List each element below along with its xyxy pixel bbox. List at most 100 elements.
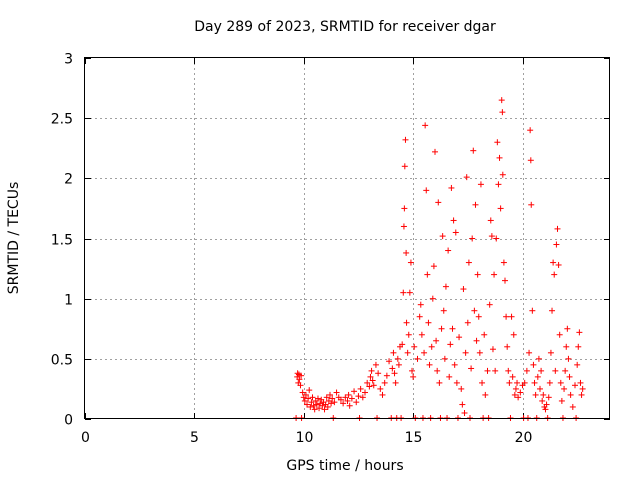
data-point: [526, 349, 533, 356]
data-point: [473, 337, 480, 344]
data-point: [481, 331, 488, 338]
data-point: [445, 247, 452, 254]
data-point: [429, 295, 436, 302]
data-point: [395, 361, 402, 368]
data-point: [464, 319, 471, 326]
data-point: [364, 379, 371, 386]
data-point: [521, 379, 528, 386]
data-point: [383, 372, 390, 379]
data-point: [517, 389, 524, 396]
data-point: [493, 235, 500, 242]
x-tick-label: 5: [190, 430, 199, 446]
data-point: [578, 391, 585, 398]
data-point: [411, 343, 418, 350]
data-point: [550, 259, 557, 266]
data-point: [311, 406, 318, 413]
data-point: [476, 349, 483, 356]
data-point: [436, 379, 443, 386]
data-point: [389, 365, 396, 372]
data-point: [440, 307, 447, 314]
data-point: [499, 171, 506, 178]
data-point: [377, 385, 384, 392]
data-point: [324, 403, 331, 410]
data-point: [576, 329, 583, 336]
data-point: [329, 395, 336, 402]
data-point: [509, 373, 516, 380]
data-point: [308, 399, 315, 406]
data-point: [313, 401, 320, 408]
data-point: [487, 217, 494, 224]
data-point: [327, 391, 333, 398]
data-point: [495, 181, 502, 188]
data-point: [543, 401, 550, 408]
data-point: [514, 379, 521, 386]
data-point: [386, 358, 393, 365]
data-point: [567, 391, 574, 398]
data-point: [532, 391, 539, 398]
data-point: [416, 313, 423, 320]
data-point: [503, 313, 510, 320]
data-point: [515, 394, 522, 401]
data-point: [528, 201, 535, 208]
data-point: [569, 403, 576, 410]
data-point: [422, 122, 429, 129]
data-point: [504, 343, 511, 350]
data-point: [511, 391, 518, 398]
data-point: [391, 370, 398, 377]
data-point: [400, 223, 407, 230]
data-point: [401, 163, 408, 170]
data-point: [531, 379, 538, 386]
data-point: [540, 391, 547, 398]
data-point: [554, 225, 561, 232]
data-point: [510, 331, 517, 338]
data-point: [323, 394, 330, 401]
data-point: [304, 401, 311, 408]
data-point: [498, 97, 505, 104]
x-tick-label: 0: [81, 430, 90, 446]
x-tick-label: 20: [515, 430, 533, 446]
data-point: [302, 391, 309, 398]
data-point: [428, 343, 435, 350]
data-point: [294, 370, 301, 377]
data-point: [575, 343, 582, 350]
y-tick-label: 3: [64, 52, 73, 68]
data-point: [508, 313, 515, 320]
data-point: [442, 283, 449, 290]
y-tick-label: 2: [64, 172, 73, 188]
data-point: [537, 385, 543, 392]
data-point: [557, 379, 564, 386]
data-point: [316, 405, 323, 412]
data-point: [574, 361, 581, 368]
data-point: [484, 367, 491, 374]
data-point: [447, 341, 454, 348]
data-point: [375, 370, 382, 377]
data-point: [452, 229, 459, 236]
data-point: [353, 399, 360, 406]
data-point: [500, 259, 507, 266]
data-point: [458, 385, 465, 392]
data-point: [542, 406, 549, 413]
data-point: [482, 391, 489, 398]
data-point: [471, 307, 478, 314]
data-point: [456, 334, 463, 341]
data-point: [362, 389, 368, 396]
data-point: [423, 187, 430, 194]
data-point: [417, 301, 424, 308]
data-point: [534, 373, 541, 380]
data-point: [296, 376, 303, 383]
data-point: [372, 361, 379, 368]
data-point: [489, 346, 496, 353]
data-point: [506, 379, 513, 386]
data-point: [552, 367, 559, 374]
data-point: [553, 241, 560, 248]
data-point: [579, 385, 586, 392]
data-point: [402, 136, 409, 143]
y-tick-label: 1: [64, 293, 73, 309]
data-point: [502, 277, 508, 284]
data-point: [529, 307, 536, 314]
data-point: [564, 325, 571, 332]
data-point: [401, 205, 408, 212]
data-point: [465, 259, 472, 266]
data-point: [468, 365, 475, 372]
